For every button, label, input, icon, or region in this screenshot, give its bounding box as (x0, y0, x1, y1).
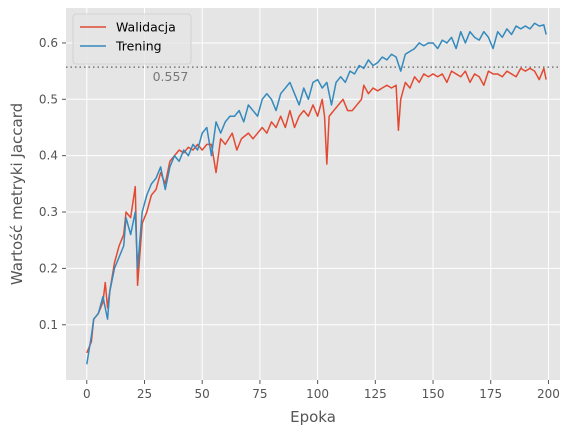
legend: Walidacja Trening (72, 13, 192, 65)
legend-label: Trening (115, 39, 162, 54)
grid-lines (66, 8, 560, 380)
y-axis-label: Wartość metryki Jaccard (8, 103, 26, 285)
axis-ticks: 0 25 50 75 100 125 150 175 200 0.1 0.2 0.3 0.4 0.5 0.6 (39, 36, 560, 401)
x-tick-label: 100 (306, 387, 329, 401)
y-tick-label: 0.1 (39, 318, 58, 332)
x-tick-label: 0 (83, 387, 91, 401)
y-tick-label: 0.6 (39, 36, 58, 50)
y-tick-label: 0.5 (39, 92, 58, 106)
y-tick-label: 0.3 (39, 205, 58, 219)
y-tick-label: 0.4 (39, 149, 58, 163)
legend-label: Walidacja (116, 20, 176, 35)
x-tick-label: 75 (252, 387, 267, 401)
reference-line-label: 0.557 (153, 69, 189, 84)
y-tick-label: 0.2 (39, 261, 58, 275)
x-axis-label: Epoka (290, 408, 336, 426)
x-tick-label: 125 (364, 387, 387, 401)
series-line-trening (86, 22, 547, 365)
x-tick-label: 175 (479, 387, 502, 401)
x-tick-label: 200 (537, 387, 560, 401)
series-lines (86, 22, 547, 365)
reference-line-group: 0.557 (66, 66, 560, 84)
plot-area (66, 8, 560, 380)
x-tick-label: 50 (195, 387, 210, 401)
x-tick-label: 25 (137, 387, 152, 401)
x-tick-label: 150 (422, 387, 445, 401)
